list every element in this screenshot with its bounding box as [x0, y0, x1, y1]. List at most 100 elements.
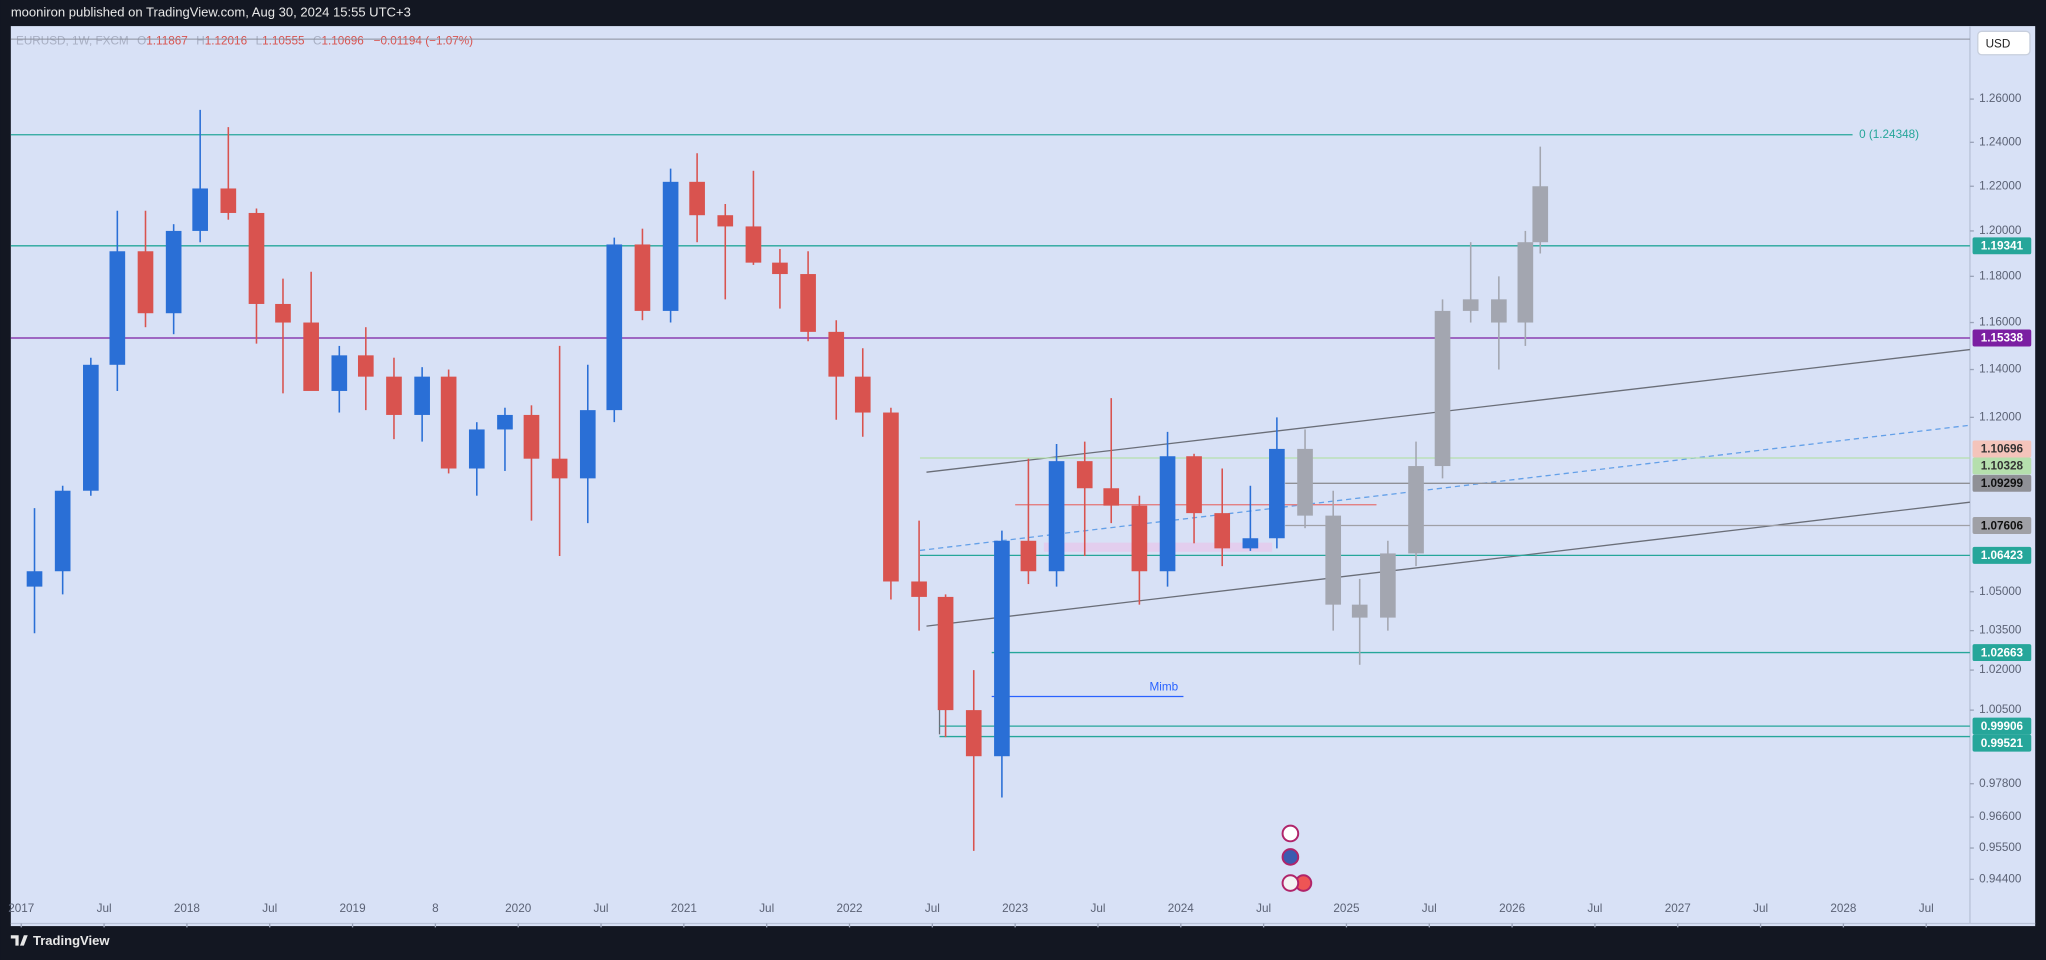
y-tick-label: 1.14000 — [1979, 363, 2022, 376]
candle-body — [606, 244, 623, 411]
candle-body — [1242, 538, 1259, 549]
x-tick-label: Jul — [925, 902, 940, 915]
trendline-lower — [926, 501, 1970, 627]
footer-brand: TradingView — [33, 933, 110, 948]
candle-body — [414, 376, 430, 415]
y-tick-label: 0.97800 — [1979, 777, 2022, 790]
candle-body — [937, 596, 954, 711]
y-tick-label: 1.12000 — [1979, 410, 2022, 423]
candle-body — [1048, 461, 1065, 572]
candle-body — [965, 710, 982, 757]
candle-body — [137, 251, 154, 314]
candle-body — [994, 540, 1010, 757]
level-label: 1.02663 — [1981, 646, 2024, 659]
level-label: 1.07606 — [1981, 519, 2024, 532]
y-tick-label: 1.00500 — [1979, 703, 2022, 716]
x-tick-label: 2027 — [1665, 902, 1691, 915]
candle-body — [468, 429, 485, 469]
x-tick-label: 2026 — [1499, 902, 1525, 915]
candle-body — [772, 262, 788, 275]
legend-key: O — [137, 35, 146, 48]
candle-body — [1297, 448, 1313, 516]
legend-change: −0.01194 (−1.07%) — [374, 35, 474, 48]
candle-body — [1131, 505, 1148, 572]
level-label-box — [1972, 440, 2032, 458]
x-tick-label: 2025 — [1333, 902, 1360, 915]
x-tick-label: 2023 — [1002, 902, 1028, 915]
candle-body — [1408, 466, 1424, 554]
candle-body — [717, 215, 734, 227]
level-label: 0.99521 — [1981, 737, 2024, 750]
y-tick-label: 0.95500 — [1979, 841, 2022, 854]
x-tick-label: 2017 — [8, 902, 34, 915]
candle-body — [275, 303, 291, 323]
y-tick-label: 0.96600 — [1979, 810, 2022, 823]
legend-value: 1.10696 — [321, 35, 363, 48]
event-icons[interactable] — [1281, 824, 1313, 892]
level-label: 1.06423 — [1981, 549, 2024, 562]
fib-label: 0 (1.24348) — [1859, 128, 1919, 141]
candle-body — [1517, 242, 1534, 323]
ohlc-legend: EURUSD, 1W, FXCM O1.11867 H1.12016 L1.10… — [16, 35, 473, 48]
candle-body — [1351, 604, 1368, 618]
candle-body — [497, 414, 513, 430]
candle-body — [248, 212, 265, 304]
currency-label[interactable]: USD — [1986, 37, 2011, 50]
level-label-box — [1972, 329, 2032, 347]
candle-body — [854, 376, 871, 413]
candle-body — [1532, 186, 1549, 243]
candle-body — [26, 571, 43, 587]
level-label: 1.19341 — [1981, 240, 2024, 253]
y-tick-label: 1.22000 — [1979, 179, 2022, 192]
x-tick-label: Jul — [1919, 902, 1934, 915]
y-tick-label: 1.03500 — [1979, 624, 2022, 637]
currency-button[interactable] — [1977, 30, 2031, 56]
zone-rect — [1043, 542, 1273, 552]
plot — [10, 109, 1970, 851]
candle-body — [192, 188, 208, 231]
level-label-box — [1972, 474, 2032, 492]
x-tick-label: 2022 — [836, 902, 862, 915]
x-tick-label: Jul — [1090, 902, 1105, 915]
candle-body — [1462, 299, 1479, 311]
legend-symbol: EURUSD, 1W, FXCM — [16, 35, 129, 48]
annotation: Mimb — [1150, 680, 1179, 693]
legend-value: 1.11867 — [146, 35, 188, 48]
x-tick-label: 2028 — [1830, 902, 1857, 915]
x-tick-label: 8 — [432, 902, 439, 915]
x-tick-label: Jul — [1587, 902, 1602, 915]
x-tick-label: 2018 — [174, 902, 201, 915]
chart-background — [10, 26, 2036, 927]
y-tick-label: 1.16000 — [1979, 316, 2022, 329]
candle-body — [800, 274, 816, 332]
candle-body — [745, 226, 762, 263]
candle-body — [523, 414, 540, 459]
candle-body — [83, 364, 99, 491]
event-icon[interactable] — [1281, 824, 1300, 843]
candle-body — [1020, 540, 1037, 572]
y-tick-label: 0.94400 — [1979, 872, 2022, 885]
level-label: 1.10328 — [1981, 460, 2024, 473]
legend-key: C — [313, 35, 322, 48]
legend-value: 1.12016 — [205, 35, 247, 48]
event-icon[interactable] — [1281, 848, 1300, 866]
candle-body — [883, 412, 899, 582]
candle-body — [440, 376, 457, 469]
legend-key: L — [256, 35, 263, 48]
candle-body — [303, 322, 319, 391]
logo-mark — [10, 935, 28, 946]
candle-body — [551, 458, 568, 479]
y-tick-label: 1.20000 — [1979, 224, 2022, 237]
x-tick-label: Jul — [759, 902, 774, 915]
candle-body — [1159, 456, 1176, 572]
x-tick-label: 2019 — [340, 902, 366, 915]
candle-body — [1491, 299, 1507, 323]
x-tick-label: Jul — [1753, 902, 1768, 915]
candle-body — [1186, 456, 1202, 514]
event-icon[interactable] — [1281, 874, 1300, 892]
candle-body — [689, 181, 705, 216]
candle-body — [828, 331, 845, 377]
footer-logo — [10, 935, 28, 946]
x-tick-label: Jul — [1422, 902, 1437, 915]
